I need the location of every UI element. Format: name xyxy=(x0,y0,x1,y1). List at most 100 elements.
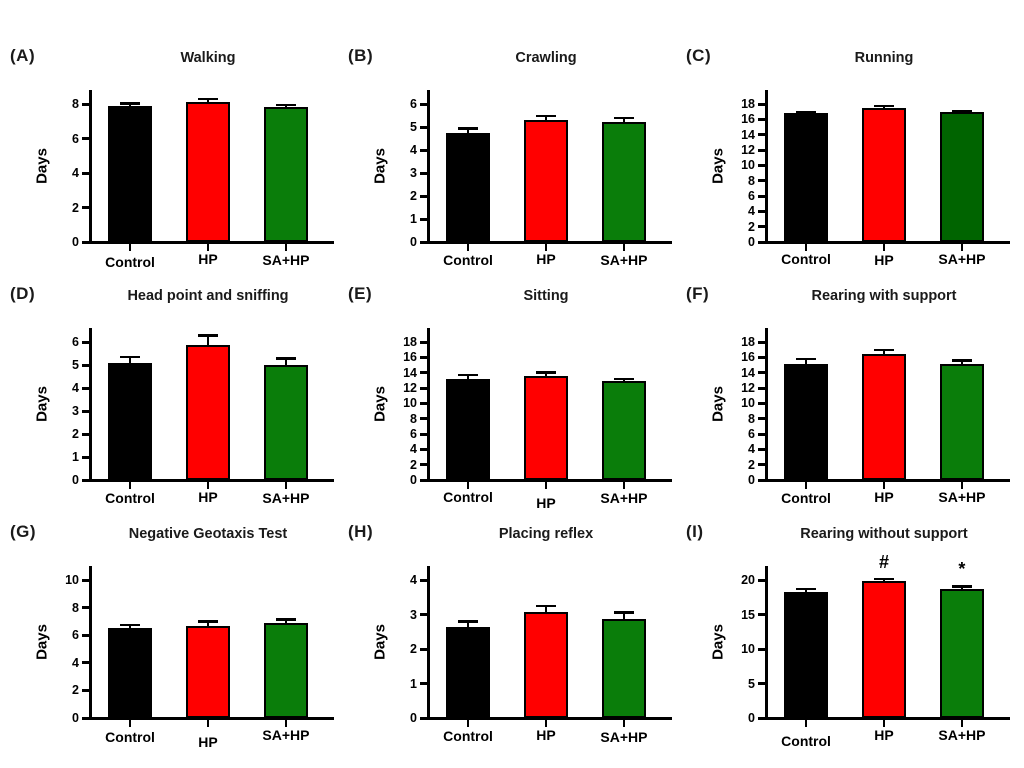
y-tick-mark xyxy=(758,463,765,467)
y-tick-label: 18 xyxy=(741,335,755,349)
y-tick-mark xyxy=(420,613,427,616)
y-tick-mark xyxy=(420,682,427,685)
x-tick-mark xyxy=(206,244,210,251)
y-tick-mark xyxy=(82,137,89,140)
x-tick-mark xyxy=(284,720,288,727)
x-category-label: Control xyxy=(443,489,493,505)
x-tick-mark xyxy=(206,720,210,727)
y-tick-label: 6 xyxy=(410,97,417,111)
y-tick-mark xyxy=(420,647,427,651)
x-axis-line xyxy=(427,241,672,244)
x-category-label: Control xyxy=(443,252,493,268)
x-category-label: HP xyxy=(874,727,894,743)
error-bar-cap xyxy=(536,114,556,118)
x-tick-mark xyxy=(622,720,626,727)
y-tick-mark xyxy=(82,386,89,390)
bar-hp xyxy=(862,107,906,242)
y-tick-mark xyxy=(758,478,765,482)
chart-title: Sitting xyxy=(523,288,569,304)
error-bar-cap xyxy=(198,97,218,101)
error-bar-cap xyxy=(796,110,817,114)
x-category-label: HP xyxy=(536,251,556,267)
y-tick-label: 6 xyxy=(72,131,79,146)
error-bar-cap xyxy=(874,348,894,352)
x-tick-mark xyxy=(804,482,808,489)
panel-letter: (A) xyxy=(10,46,36,65)
bar-sa-hp xyxy=(939,364,984,480)
x-tick-mark xyxy=(882,244,886,251)
chart-panel-f: (F) Rearing with support Days 0 2 4 6 8 10 12 14 16… xyxy=(680,272,1018,510)
error-bar-cap xyxy=(951,110,972,113)
x-category-label: HP xyxy=(874,489,894,505)
x-category-label: HP xyxy=(198,734,218,750)
bar-control xyxy=(784,364,829,480)
y-tick-mark xyxy=(758,179,765,183)
y-tick-label: 8 xyxy=(748,411,755,426)
x-tick-mark xyxy=(544,244,548,251)
error-bar-cap xyxy=(536,604,556,608)
error-bar-cap xyxy=(120,355,141,359)
y-tick-label: 14 xyxy=(741,365,755,380)
y-tick-mark xyxy=(758,209,765,213)
x-tick-mark xyxy=(466,720,470,727)
x-category-label: SA+HP xyxy=(938,727,986,743)
chart-panel-c: (C) Running Days 0 2 4 6 8 10 12 14 16 18 Control HP SA… xyxy=(680,34,1018,272)
x-axis-line xyxy=(427,717,672,720)
y-tick-label: 16 xyxy=(741,112,755,127)
chart-title: Crawling xyxy=(515,50,577,66)
bar-sa-hp xyxy=(601,122,646,242)
x-tick-mark xyxy=(960,482,964,489)
y-tick-label: 8 xyxy=(72,600,79,615)
y-axis-line xyxy=(89,566,92,720)
y-tick-label: 0 xyxy=(748,235,755,249)
y-tick-label: 0 xyxy=(72,235,79,249)
y-axis-line xyxy=(427,566,430,720)
error-bar-cap xyxy=(951,359,972,362)
y-tick-label: 2 xyxy=(410,642,417,656)
x-category-label: Control xyxy=(105,490,155,506)
x-category-label: SA+HP xyxy=(600,729,648,745)
bar-hp xyxy=(524,120,568,242)
error-bar-cap xyxy=(613,611,634,614)
error-bar-cap xyxy=(275,103,296,107)
error-bar-cap xyxy=(275,618,296,621)
y-tick-label: 4 xyxy=(410,573,417,587)
bar-control xyxy=(446,378,491,480)
y-tick-mark xyxy=(758,148,765,152)
y-tick-mark xyxy=(420,386,427,390)
x-tick-mark xyxy=(284,244,288,251)
y-tick-label: 0 xyxy=(410,235,417,249)
error-bar-cap xyxy=(458,620,479,623)
x-category-label: SA+HP xyxy=(262,727,310,743)
y-tick-mark xyxy=(758,647,765,651)
chart-panel-d: (D) Head point and sniffing Days 0 1 2 3 4 5 6 Con… xyxy=(4,272,342,510)
error-bar-cap xyxy=(796,357,817,361)
chart-panel-b: (B) Crawling Days 0 1 2 3 4 5 6 Control HP SA+HP xyxy=(342,34,680,272)
y-tick-label: 6 xyxy=(748,189,755,203)
panel-letter: (H) xyxy=(348,522,374,541)
y-tick-mark xyxy=(420,125,427,129)
y-tick-mark xyxy=(420,355,427,359)
error-bar-cap xyxy=(874,104,894,108)
chart-title: Negative Geotaxis Test xyxy=(128,526,288,542)
x-tick-mark xyxy=(544,720,548,727)
x-category-label: SA+HP xyxy=(938,251,986,267)
y-tick-mark xyxy=(420,194,427,198)
x-tick-mark xyxy=(466,244,470,251)
y-tick-mark xyxy=(758,340,765,344)
y-tick-mark xyxy=(82,363,89,367)
y-tick-label: 2 xyxy=(748,219,755,234)
y-tick-label: 1 xyxy=(410,676,417,691)
y-tick-mark xyxy=(758,613,765,616)
panel-letter: (B) xyxy=(348,46,374,65)
error-bar-cap xyxy=(458,127,479,130)
bar-control xyxy=(108,105,153,242)
y-tick-label: 10 xyxy=(741,642,755,656)
error-bar-cap xyxy=(951,585,972,588)
x-tick-mark xyxy=(960,720,964,727)
bar-hp xyxy=(186,626,230,718)
y-axis-line xyxy=(765,328,768,482)
y-axis-line xyxy=(427,90,430,244)
x-category-label: Control xyxy=(781,490,831,506)
y-tick-mark xyxy=(420,148,427,152)
